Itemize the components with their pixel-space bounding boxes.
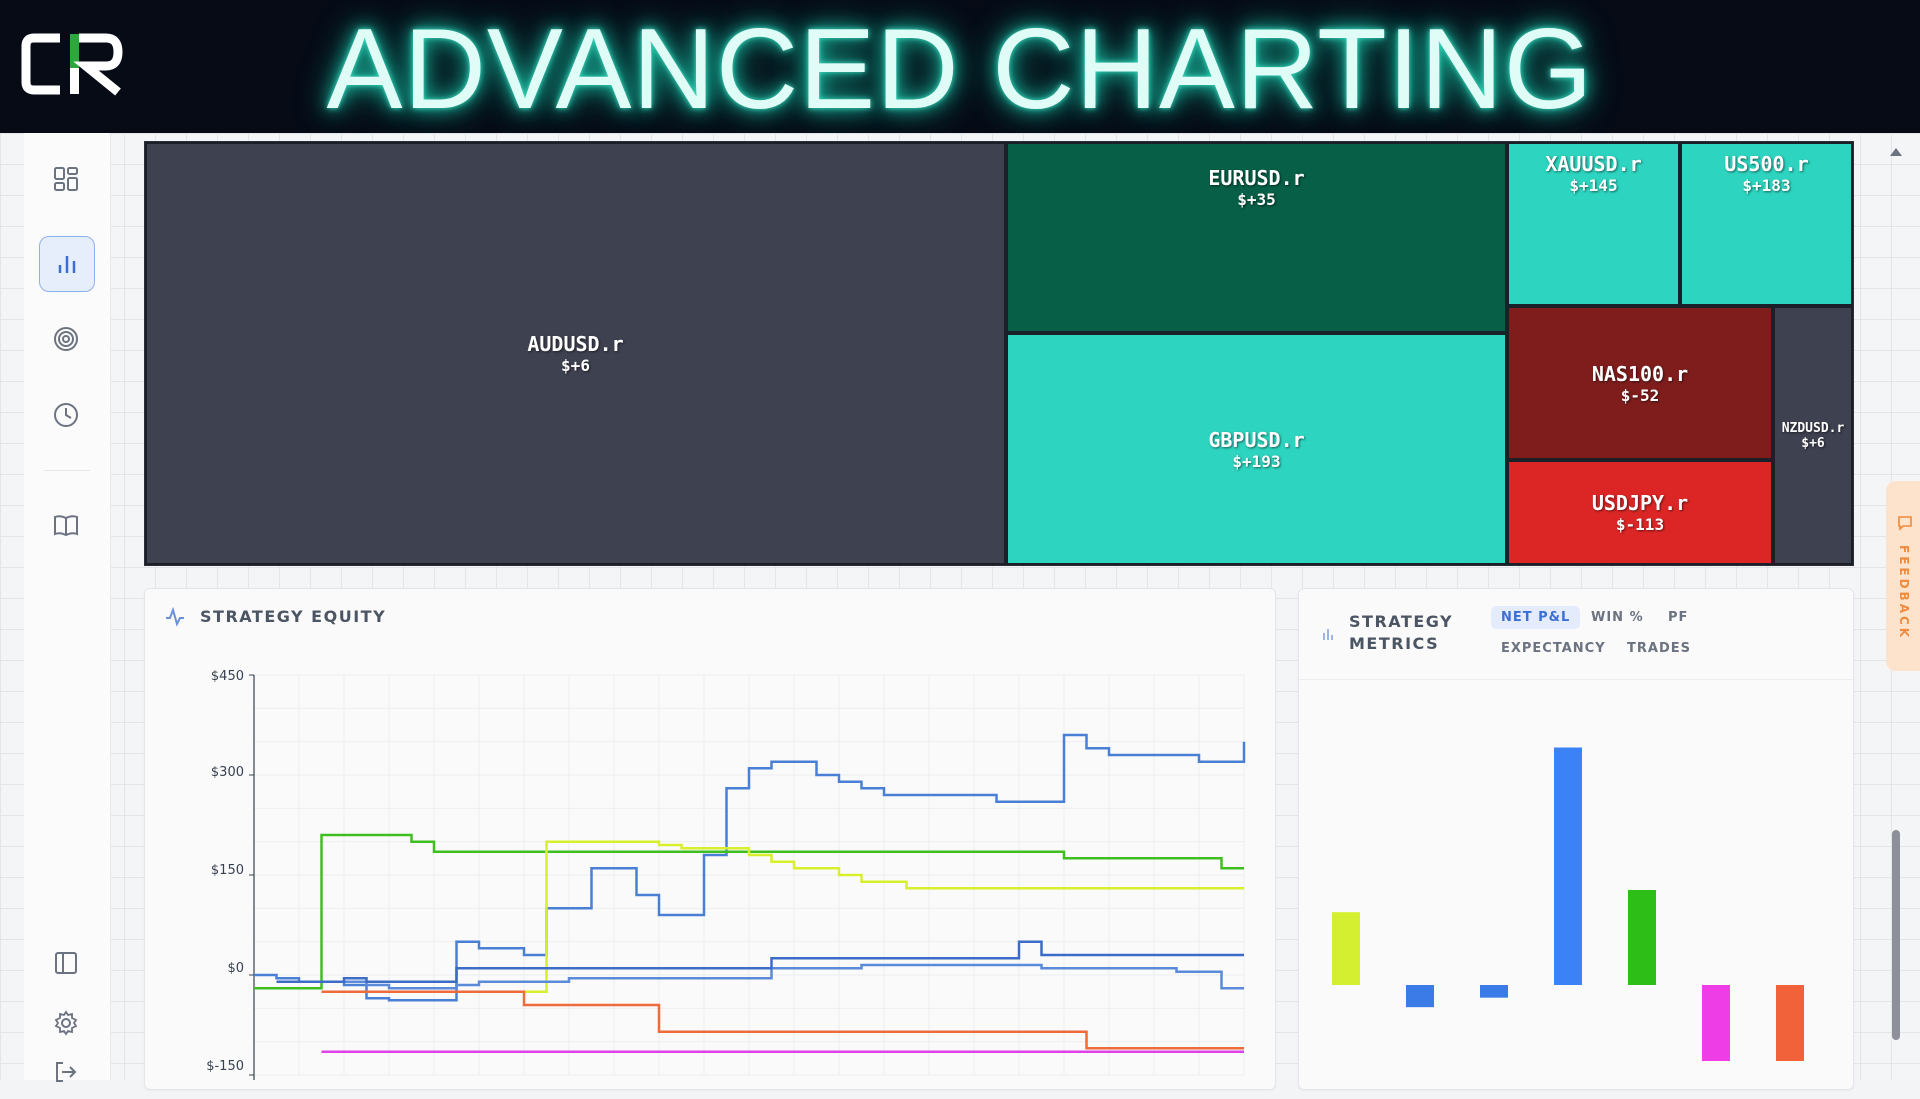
banner-title: ADVANCED CHARTING	[326, 6, 1594, 133]
sidebar-item-journal[interactable]	[39, 498, 93, 552]
equity-line[interactable]	[479, 840, 1244, 993]
message-icon	[1898, 516, 1912, 531]
equity-line[interactable]	[276, 940, 1245, 983]
metric-bar[interactable]	[1628, 890, 1656, 985]
metric-bar[interactable]	[1776, 985, 1804, 1061]
feedback-tab[interactable]	[1886, 481, 1920, 671]
tab-net-pnl[interactable]: NET P&L	[1491, 606, 1581, 629]
metric-bar[interactable]	[1406, 985, 1434, 1008]
equity-line[interactable]	[254, 833, 1244, 990]
tab-pf[interactable]: PF	[1668, 610, 1689, 625]
strategy-equity-card: STRATEGY EQUITY	[144, 588, 1276, 1090]
equity-line[interactable]	[276, 963, 1245, 990]
sidebar-item-targets[interactable]	[39, 312, 93, 366]
tile-pnl: $+6	[561, 356, 590, 375]
tile-pnl: $-52	[1620, 385, 1660, 405]
metrics-chart	[1332, 747, 1804, 1061]
activity-icon	[166, 607, 184, 627]
sidebar-divider	[44, 470, 90, 471]
cr-logo	[21, 33, 123, 96]
sidebar	[24, 133, 111, 1082]
equity-line[interactable]	[254, 733, 1246, 1002]
metrics-divider	[1299, 679, 1853, 680]
tile-pnl: $+193	[1232, 451, 1281, 471]
tab-trades[interactable]: TRADES	[1627, 641, 1691, 656]
tile-symbol: US500.r	[1724, 152, 1809, 176]
scrollbar-thumb[interactable]	[1892, 830, 1900, 1040]
tile-symbol: NZDUSD.r	[1781, 420, 1845, 436]
metrics-bars	[1332, 747, 1804, 1061]
treemap-tile[interactable]: AUDUSD.r $+6	[145, 142, 1006, 565]
tile-symbol: USDJPY.r	[1591, 491, 1689, 515]
treemap-tile[interactable]: NZDUSD.r $+6	[1773, 306, 1853, 565]
sidebar-item-history[interactable]	[39, 388, 93, 442]
pnl-treemap: AUDUSD.r $+6 EURUSD.r $+35 GBPUSD.r $+19…	[144, 141, 1854, 566]
equity-title: STRATEGY EQUITY	[200, 607, 387, 626]
tile-pnl: $+183	[1742, 176, 1791, 195]
tile-pnl: $+145	[1569, 176, 1618, 195]
sidebar-item-dashboard[interactable]	[39, 152, 93, 206]
clock-icon	[54, 403, 78, 427]
tile-pnl: $+35	[1237, 190, 1276, 209]
treemap-tile[interactable]: NAS100.r $-52	[1507, 306, 1773, 460]
tab-expectancy[interactable]: EXPECTANCY	[1501, 641, 1606, 656]
treemap-tile[interactable]: XAUUSD.r $+145	[1507, 142, 1680, 306]
metric-bar[interactable]	[1554, 747, 1582, 986]
treemap-tile[interactable]: USDJPY.r $-113	[1507, 460, 1773, 565]
y-tick-label: $0	[227, 961, 244, 976]
equity-series	[254, 733, 1246, 1053]
tile-pnl: $+6	[1801, 435, 1825, 451]
metric-bar[interactable]	[1332, 912, 1360, 985]
equity-chart: $450 $300 $150 $0 $-150	[206, 669, 1246, 1080]
metric-bar[interactable]	[1702, 985, 1730, 1061]
gear-icon	[54, 1010, 78, 1036]
metrics-title-line2: METRICS	[1349, 634, 1440, 653]
scroll-up-icon[interactable]	[1890, 148, 1902, 156]
equity-line[interactable]	[321, 990, 1245, 1050]
treemap-tile[interactable]: US500.r $+183	[1680, 142, 1853, 306]
panel-icon	[55, 952, 77, 974]
scrollbar[interactable]	[1888, 140, 1904, 1080]
y-tick-label: $300	[211, 765, 244, 780]
tab-win-pct[interactable]: WIN %	[1591, 610, 1644, 625]
target-icon	[54, 327, 78, 351]
metrics-title-line1: STRATEGY	[1349, 612, 1454, 631]
bar-chart-icon	[1323, 629, 1333, 640]
y-tick-label: $450	[211, 669, 244, 684]
feedback-label[interactable]: FEEDBACK	[1897, 545, 1911, 641]
y-tick-label: $150	[211, 863, 244, 878]
grid-icon	[54, 167, 78, 191]
treemap-tile[interactable]: GBPUSD.r $+193	[1006, 333, 1507, 565]
treemap-tile[interactable]: EURUSD.r $+35	[1006, 142, 1507, 333]
bar-chart-icon	[58, 256, 76, 273]
tile-symbol: NAS100.r	[1591, 361, 1689, 386]
sidebar-settings[interactable]	[39, 996, 93, 1050]
tile-symbol: GBPUSD.r	[1208, 427, 1305, 452]
tile-symbol: AUDUSD.r	[527, 332, 624, 356]
tile-symbol: XAUUSD.r	[1545, 152, 1642, 176]
equity-grid	[253, 674, 1245, 1076]
tile-pnl: $-113	[1615, 515, 1665, 534]
tile-symbol: EURUSD.r	[1208, 166, 1305, 190]
logout-icon	[56, 1062, 77, 1082]
sidebar-toggle-panel[interactable]	[39, 936, 93, 990]
metric-bar[interactable]	[1480, 985, 1508, 998]
equity-axis: $450 $300 $150 $0 $-150	[206, 669, 255, 1080]
sidebar-logout[interactable]	[39, 1045, 93, 1099]
book-icon	[54, 515, 78, 537]
sidebar-item-charts[interactable]	[39, 236, 95, 292]
y-tick-label: $-150	[206, 1059, 244, 1074]
banner: ADVANCED CHARTING	[0, 0, 1920, 135]
